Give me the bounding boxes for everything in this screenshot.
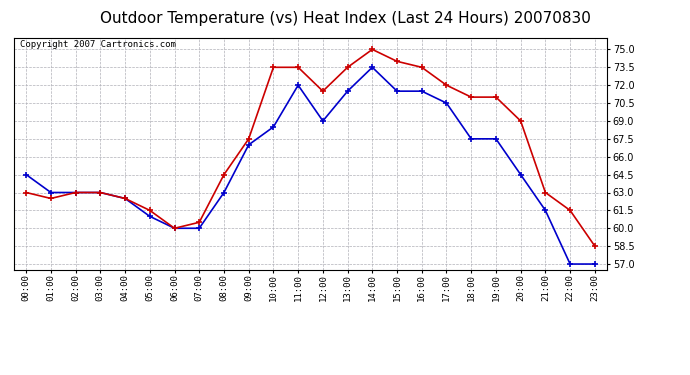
- Text: Copyright 2007 Cartronics.com: Copyright 2007 Cartronics.com: [20, 40, 176, 49]
- Text: Outdoor Temperature (vs) Heat Index (Last 24 Hours) 20070830: Outdoor Temperature (vs) Heat Index (Las…: [99, 11, 591, 26]
